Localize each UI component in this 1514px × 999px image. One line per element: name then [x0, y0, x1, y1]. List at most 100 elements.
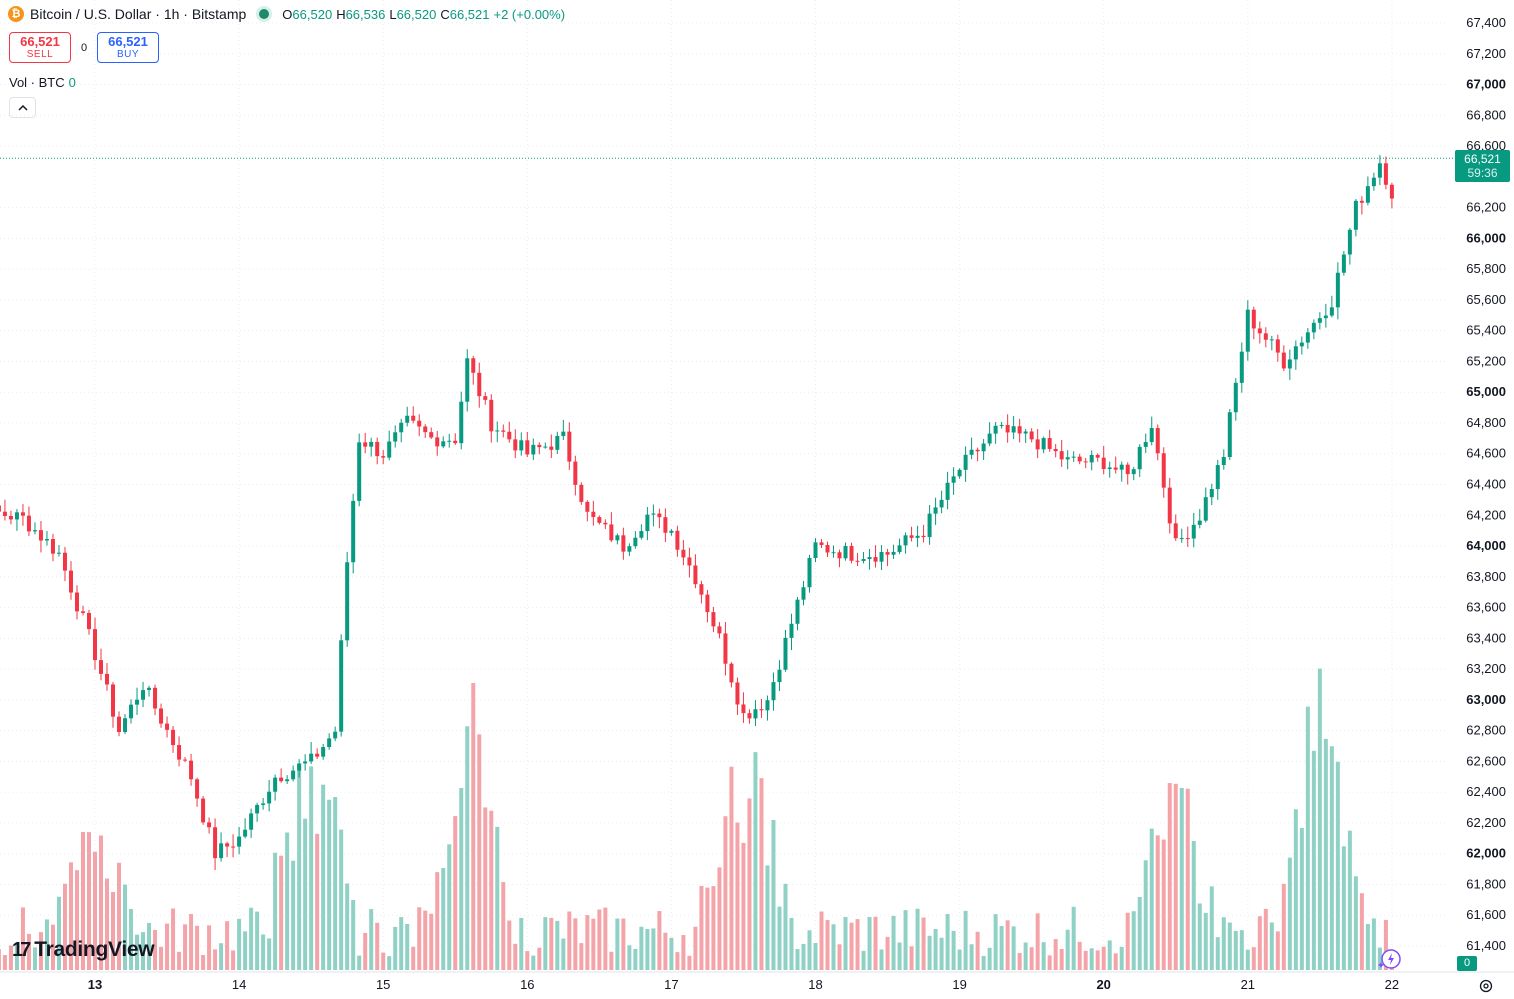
sell-button[interactable]: 66,521 SELL: [9, 32, 71, 63]
candle-body: [213, 827, 218, 859]
candle-body: [86, 612, 91, 630]
volume-bar: [969, 944, 974, 970]
volume-bar: [597, 909, 602, 970]
volume-bar: [1113, 953, 1118, 970]
ohlc-low: L66,520: [389, 6, 437, 22]
candle-body: [1209, 489, 1214, 498]
volume-bar: [939, 937, 944, 970]
collapse-legend-button[interactable]: [9, 97, 36, 118]
symbol-legend: ₿ Bitcoin / U.S. Dollar · 1h · Bitstamp …: [8, 6, 569, 22]
candle-body: [573, 461, 578, 485]
volume-bar: [1251, 947, 1256, 970]
candle-body: [1179, 538, 1184, 540]
spread-value: 0: [80, 41, 88, 54]
candle-body: [20, 512, 25, 516]
candle-body: [609, 524, 614, 541]
volume-bar: [1209, 886, 1214, 970]
volume-bar: [333, 796, 338, 970]
volume-bar: [957, 949, 962, 970]
candle-body: [1191, 524, 1196, 539]
volume-bar: [693, 926, 698, 970]
time-axis[interactable]: 13 14 15 16 17 18 19 20 21 22: [0, 971, 1514, 992]
candle-body: [1317, 318, 1322, 323]
price-tick-label: 62,200: [1466, 815, 1506, 830]
symbol-title[interactable]: Bitcoin / U.S. Dollar · 1h · Bitstamp: [30, 6, 247, 22]
volume-bar: [603, 907, 608, 970]
candle-body: [717, 626, 722, 634]
volume-bar: [213, 949, 218, 970]
volume-legend[interactable]: Vol · BTC 0: [9, 75, 76, 90]
candle-body: [1197, 520, 1202, 525]
volume-bar: [0, 949, 1, 970]
volume-bar: [753, 752, 758, 970]
volume-bar: [639, 926, 644, 970]
candle-body: [813, 542, 818, 558]
volume-bar: [1161, 839, 1166, 970]
volume-bar: [1197, 903, 1202, 970]
volume-bar: [117, 862, 122, 970]
candle-body: [80, 611, 85, 613]
volume-bar: [99, 835, 104, 970]
candle-body: [915, 535, 920, 538]
candle-body: [429, 432, 434, 438]
time-tick-label: 18: [808, 977, 822, 992]
volume-bar: [62, 883, 67, 970]
gear-icon[interactable]: [1478, 978, 1494, 994]
volume-bar: [321, 784, 326, 970]
volume-bar: [267, 938, 272, 970]
volume-bar: [621, 918, 626, 970]
lightning-icon[interactable]: [1378, 948, 1402, 970]
price-axis[interactable]: 67,400 67,200 67,000 66,800 66,600 66,200 66,0…: [1466, 15, 1506, 953]
volume-bar: [945, 914, 950, 970]
candle-body: [627, 546, 632, 552]
candle-body: [777, 669, 782, 683]
ohlc-change: +2 (+0.00%): [493, 6, 566, 22]
volume-bar: [723, 816, 728, 970]
candle-body: [375, 441, 380, 457]
volume-bar: [651, 928, 656, 970]
candle-body: [411, 415, 416, 421]
volume-bar: [345, 883, 350, 970]
candle-body: [699, 584, 704, 595]
volume-bar: [801, 944, 806, 970]
candle-body: [549, 446, 554, 450]
candle-body: [147, 687, 152, 691]
volume-bar: [519, 917, 524, 970]
candle-body: [1311, 322, 1316, 333]
volume-bar: [555, 920, 560, 970]
candle-body: [285, 779, 290, 782]
candle-body: [885, 552, 890, 555]
volume-value: 0: [68, 75, 76, 90]
volume-bar: [1299, 828, 1304, 970]
volume-bar: [1065, 929, 1070, 970]
candle-body: [1101, 457, 1106, 470]
volume-bar: [843, 916, 848, 970]
buy-button[interactable]: 66,521 BUY: [97, 32, 159, 63]
volume-bar: [765, 865, 770, 970]
volume-bar: [375, 922, 380, 970]
volume-bar: [627, 945, 632, 970]
candle-body: [423, 426, 428, 433]
candle-body: [927, 513, 932, 538]
candle-body: [50, 539, 55, 554]
candle-body: [435, 437, 440, 447]
volume-bar: [687, 955, 692, 970]
candle-body: [639, 531, 644, 538]
volume-bar: [1071, 906, 1076, 970]
volume-bar: [393, 926, 398, 970]
candle-body: [1029, 431, 1034, 440]
candle-body: [465, 358, 470, 402]
candle-body: [1023, 431, 1028, 434]
volume-bar: [249, 907, 254, 970]
volume-bar: [1179, 787, 1184, 970]
candle-body: [1353, 200, 1358, 230]
volume-bar: [1083, 950, 1088, 970]
candle-body: [153, 687, 158, 709]
market-status-icon[interactable]: [256, 6, 273, 22]
price-tick-label: 61,800: [1466, 876, 1506, 891]
candle-body: [44, 539, 49, 541]
candle-body: [1155, 428, 1160, 454]
candle-body: [489, 399, 494, 432]
tradingview-logo[interactable]: 17 TradingView: [12, 938, 155, 962]
